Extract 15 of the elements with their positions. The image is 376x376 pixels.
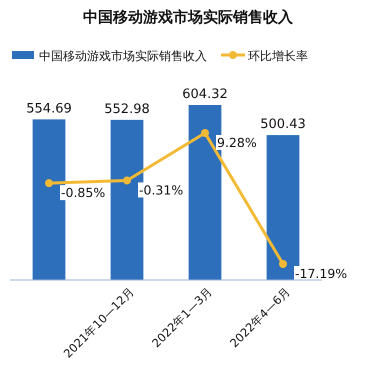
chart-title: 中国移动游戏市场实际销售收入 xyxy=(83,8,294,26)
data-label: 9.28% xyxy=(217,135,257,150)
data-label: 500.43 xyxy=(260,117,306,132)
data-label: -17.19% xyxy=(295,266,348,281)
data-label: -0.85% xyxy=(61,185,106,200)
data-label: -0.31% xyxy=(139,182,184,198)
point xyxy=(45,179,53,188)
point xyxy=(279,260,287,268)
data-label: 552.98 xyxy=(104,102,150,117)
legend-label: 环比增长率 xyxy=(248,49,308,63)
data-label: 554.69 xyxy=(26,101,72,116)
point xyxy=(201,129,209,137)
data-label: 604.32 xyxy=(182,87,228,102)
point xyxy=(123,176,131,184)
legend-label: 中国移动游戏市场实际销售收入 xyxy=(39,49,207,63)
